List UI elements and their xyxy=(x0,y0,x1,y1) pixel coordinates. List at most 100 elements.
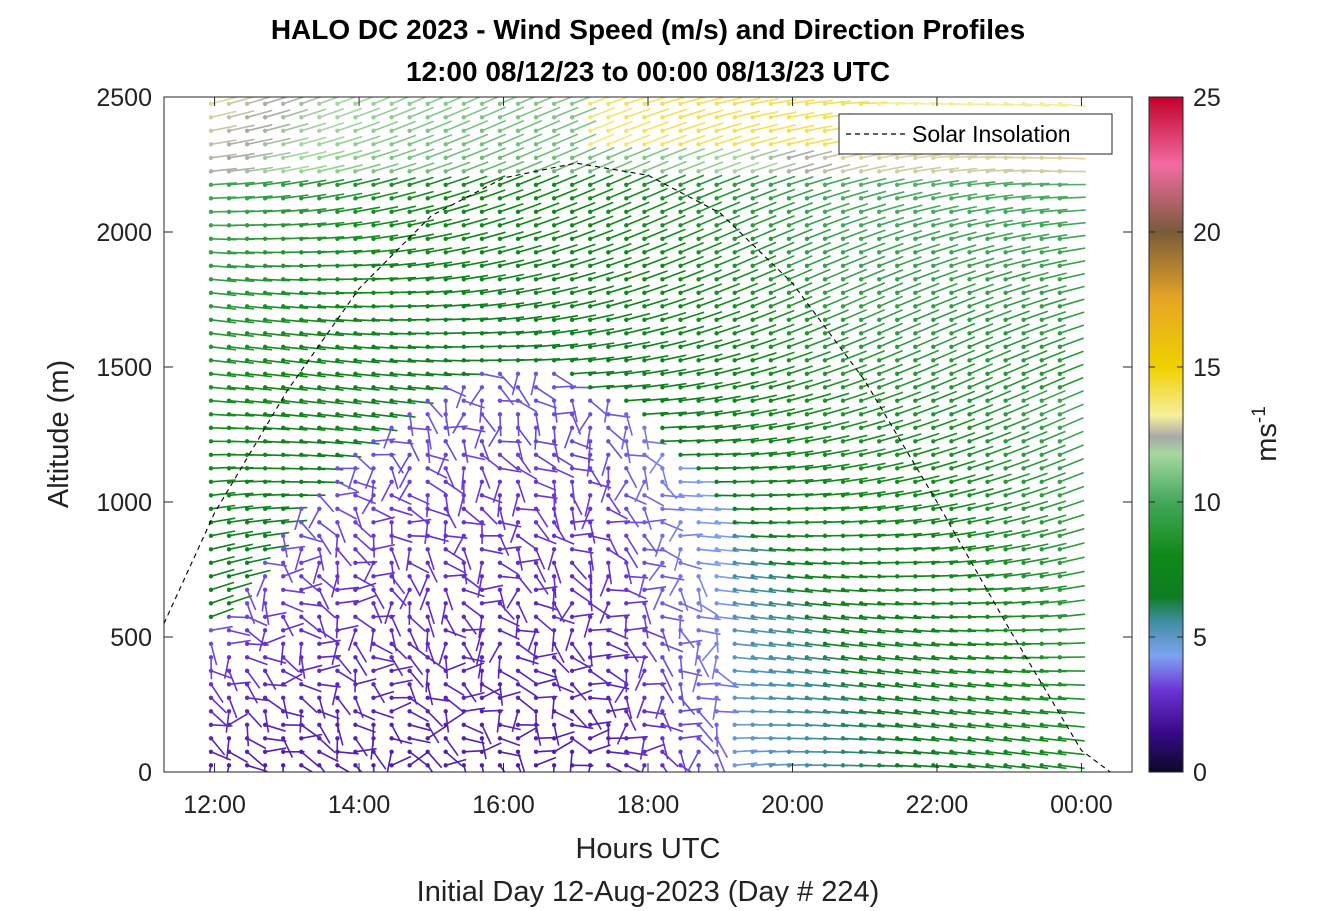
wind-barb-shaft xyxy=(553,258,578,267)
wind-barb-shaft xyxy=(987,431,1012,443)
wind-barb-point xyxy=(895,506,900,511)
wind-barb-shaft xyxy=(1023,557,1049,564)
wind-barb-shaft xyxy=(915,517,940,524)
wind-barb-point xyxy=(624,466,629,471)
wind-barb-point xyxy=(642,277,647,282)
wind-barb-point xyxy=(281,722,286,727)
wind-barb-shaft xyxy=(1005,683,1031,688)
wind-barb-shaft xyxy=(426,441,431,464)
wind-barb-point xyxy=(931,317,936,322)
wind-barb-point xyxy=(840,304,846,309)
wind-barb-point xyxy=(425,520,430,525)
wind-barb-point xyxy=(208,277,214,282)
wind-barb-point xyxy=(750,101,755,107)
wind-barb-shaft xyxy=(806,364,831,375)
wind-barb-shaft xyxy=(824,629,850,634)
wind-barb-point xyxy=(895,101,900,107)
wind-barb-point xyxy=(678,587,683,592)
wind-barb-shaft xyxy=(1059,260,1086,267)
wind-barb-shaft xyxy=(511,711,519,733)
wind-barb-point xyxy=(696,223,701,228)
wind-barb-shaft xyxy=(355,163,381,173)
wind-barb-point xyxy=(533,344,539,349)
wind-barb-shaft xyxy=(247,195,273,200)
wind-barb-point xyxy=(678,493,683,498)
wind-barb-point xyxy=(732,263,737,268)
wind-barb-shaft xyxy=(1041,542,1067,551)
wind-barb-point xyxy=(714,655,719,660)
wind-barb-shaft xyxy=(409,148,435,159)
wind-barb-shaft xyxy=(517,230,542,240)
wind-barb-shaft xyxy=(1005,558,1031,564)
wind-barb-point xyxy=(281,749,286,754)
wind-barb-shaft xyxy=(409,737,431,744)
wind-barb-point xyxy=(317,574,322,579)
wind-barb-point xyxy=(371,695,376,700)
wind-barb-point xyxy=(389,587,394,592)
wind-barb-point xyxy=(786,695,792,700)
wind-barb-shaft xyxy=(426,427,432,450)
wind-barb-shaft xyxy=(915,192,941,200)
wind-barb-point xyxy=(515,128,521,133)
wind-barb-point xyxy=(931,290,936,295)
wind-barb-shaft xyxy=(426,413,439,435)
wind-barb-shaft xyxy=(535,399,557,409)
wind-barb-point xyxy=(967,290,972,295)
wind-barb-shaft xyxy=(969,155,996,159)
wind-barb-shaft xyxy=(643,643,658,663)
wind-barb-point xyxy=(407,317,412,322)
wind-barb-point xyxy=(353,425,358,430)
wind-barb-point xyxy=(533,587,539,592)
wind-barb-point xyxy=(768,142,773,147)
wind-barb-point xyxy=(208,155,214,160)
wind-barb-shaft xyxy=(589,643,593,666)
wind-barb-point xyxy=(353,722,358,727)
wind-barb-shaft xyxy=(319,107,345,119)
wind-barb-point xyxy=(786,547,792,552)
wind-barb-shaft xyxy=(824,364,849,375)
wind-barb-shaft xyxy=(497,495,501,518)
wind-barb-shaft xyxy=(425,670,429,693)
wind-barb-point xyxy=(569,385,575,390)
wind-barb-shaft xyxy=(1005,697,1031,701)
wind-barb-point xyxy=(1057,452,1063,457)
wind-barb-shaft xyxy=(427,725,447,739)
wind-barb-shaft xyxy=(445,106,471,119)
wind-barb-point xyxy=(768,709,773,714)
wind-barb-shaft xyxy=(534,427,537,450)
wind-barb-shaft xyxy=(499,602,515,620)
wind-barb-shaft xyxy=(644,494,665,507)
wind-barb-point xyxy=(949,709,954,714)
wind-barb-shaft xyxy=(228,639,251,645)
wind-barb-shaft xyxy=(770,479,796,483)
wind-barb-shaft xyxy=(1005,586,1031,591)
wind-barb-point xyxy=(642,304,647,309)
wind-barb-point xyxy=(299,250,304,255)
wind-barb-shaft xyxy=(987,309,1012,321)
wind-barb-point xyxy=(317,749,322,754)
wind-barb-point xyxy=(877,412,882,417)
wind-barb-point xyxy=(244,196,250,201)
wind-barb-point xyxy=(497,263,503,268)
wind-barb-shaft xyxy=(879,670,904,675)
wind-barb-point xyxy=(913,344,918,349)
wind-barb-shaft xyxy=(734,423,760,429)
wind-barb-point xyxy=(822,439,828,444)
wind-barb-shaft xyxy=(517,133,543,146)
wind-barb-point xyxy=(678,533,683,538)
wind-barb-shaft xyxy=(626,270,650,281)
wind-barb-point xyxy=(967,398,972,403)
wind-barb-point xyxy=(606,196,611,201)
wind-barb-point xyxy=(335,614,340,619)
wind-barb-shaft xyxy=(228,97,255,105)
wind-barb-shaft xyxy=(247,292,273,296)
wind-barb-shaft xyxy=(301,664,323,672)
wind-barb-point xyxy=(353,628,358,633)
wind-barb-shaft xyxy=(373,656,395,663)
wind-barb-shaft xyxy=(264,711,270,733)
wind-barb-shaft xyxy=(210,491,236,497)
wind-barb-shaft xyxy=(499,344,525,348)
wind-barb-point xyxy=(425,317,430,322)
wind-barb-shaft xyxy=(391,679,413,686)
wind-barb-point xyxy=(244,412,250,417)
